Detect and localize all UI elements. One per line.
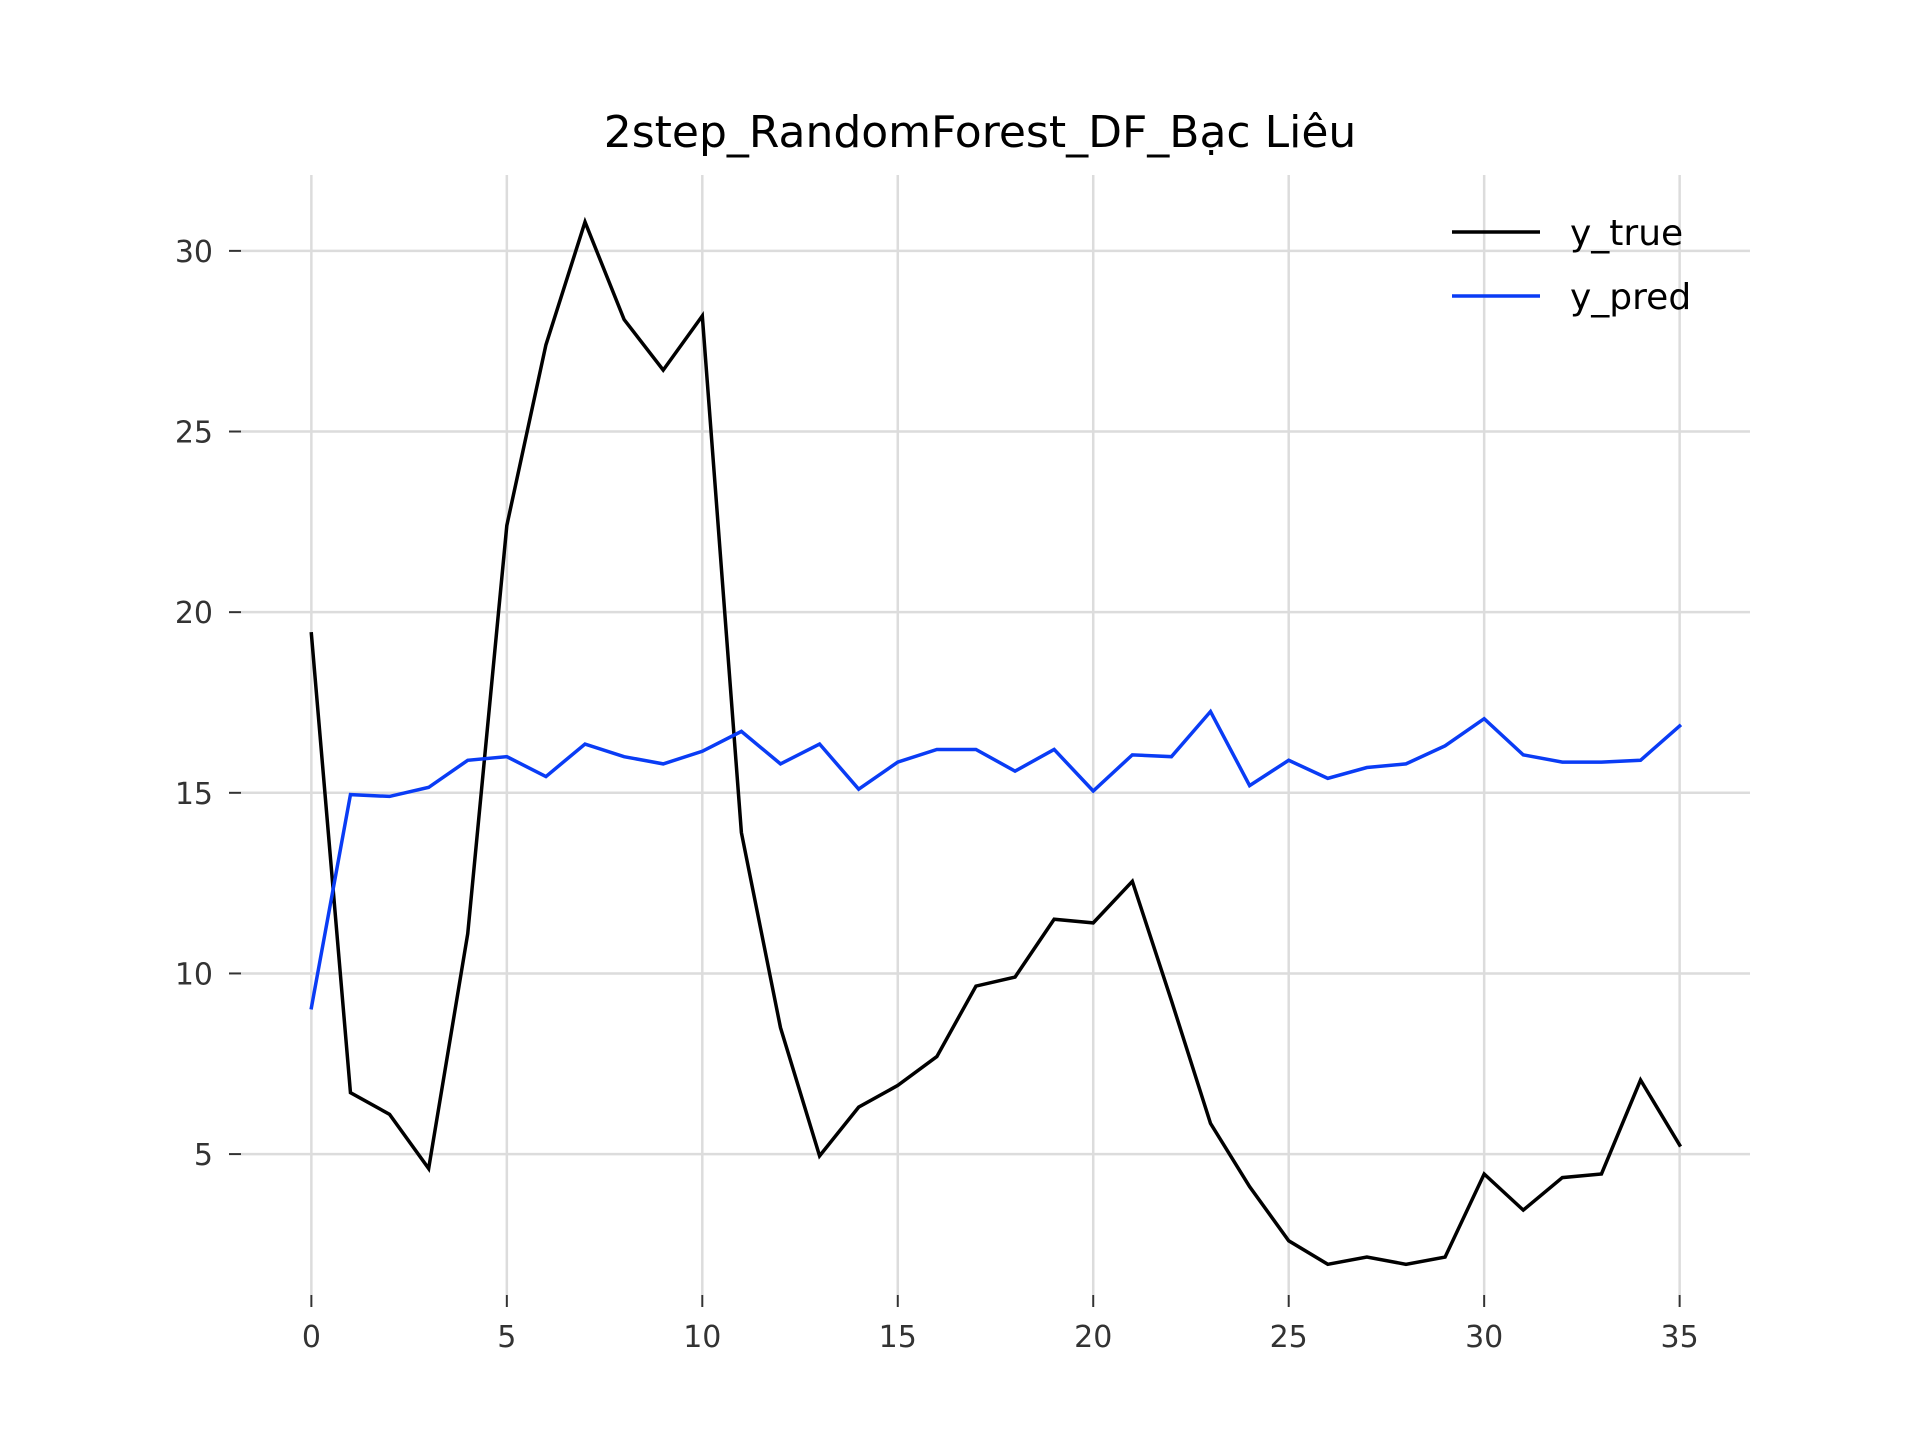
y-axis: 5 10 15 20 25 30 — [175, 235, 241, 1173]
x-tick-label: 10 — [683, 1320, 721, 1355]
x-tick-label: 35 — [1661, 1320, 1699, 1355]
y-tick-label: 5 — [194, 1138, 213, 1173]
x-axis: 0 5 10 15 20 25 30 35 — [302, 1295, 1699, 1355]
x-tick-label: 30 — [1465, 1320, 1503, 1355]
x-tick-label: 25 — [1270, 1320, 1308, 1355]
x-tick-label: 20 — [1074, 1320, 1112, 1355]
legend-label-y-true: y_true — [1570, 213, 1683, 254]
legend: y_true y_pred — [1452, 213, 1691, 318]
x-tick-label: 0 — [302, 1320, 321, 1355]
series-line-y-true — [309, 216, 1683, 1267]
chart-title: 2step_RandomForest_DF_Bạc Liêu — [604, 107, 1357, 158]
grid — [241, 175, 1750, 1295]
x-tick-label: 15 — [879, 1320, 917, 1355]
y-tick-label: 25 — [175, 416, 213, 451]
y-tick-label: 20 — [175, 596, 213, 631]
y-tick-label: 30 — [175, 235, 213, 270]
legend-label-y-pred: y_pred — [1570, 277, 1691, 318]
y-tick-label: 10 — [175, 957, 213, 992]
series-layer — [309, 216, 1683, 1267]
x-tick-label: 5 — [497, 1320, 516, 1355]
series-line-y-pred — [309, 708, 1683, 1010]
y-tick-label: 15 — [175, 777, 213, 812]
